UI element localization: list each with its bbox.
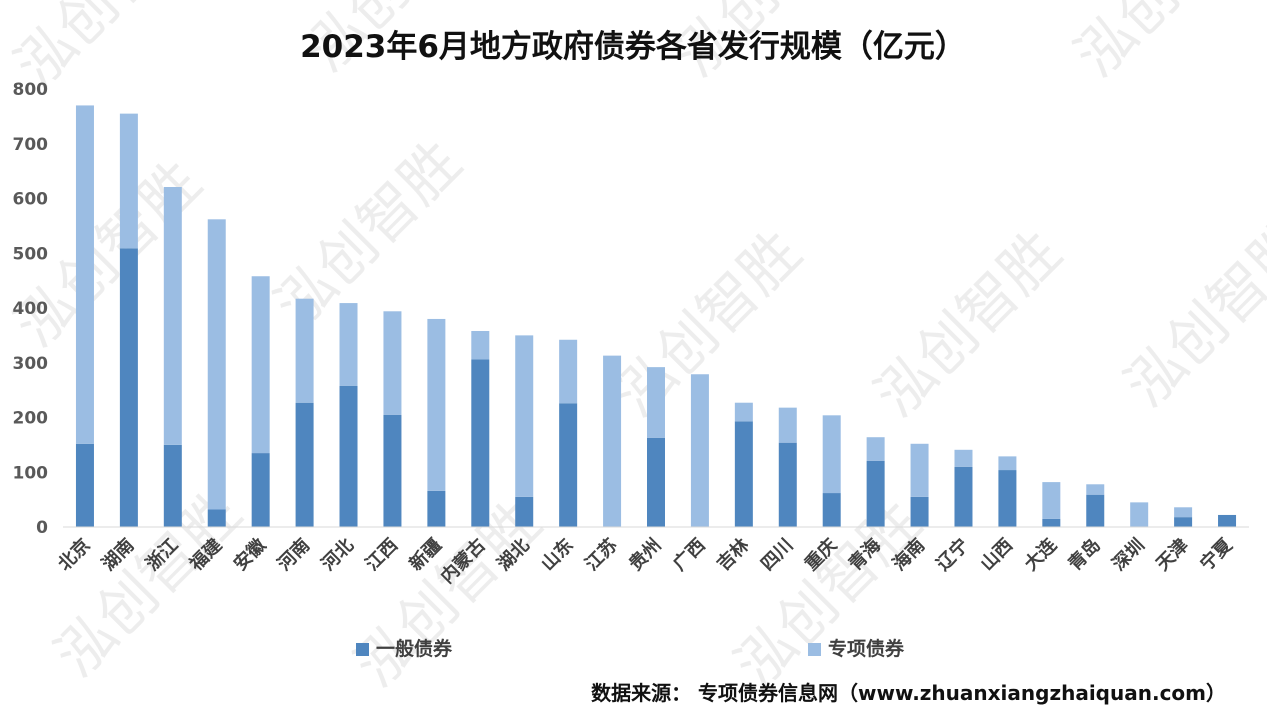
bar-general-bond <box>866 460 885 527</box>
legend-label: 一般债券 <box>376 637 453 660</box>
bars <box>75 105 1237 527</box>
x-tick-label: 深圳 <box>1108 534 1149 575</box>
y-tick-label: 400 <box>13 299 49 319</box>
bar-general-bond <box>251 453 270 527</box>
bar-general-bond <box>339 385 358 527</box>
x-tick-label: 山西 <box>977 535 1017 575</box>
x-tick-label: 天津 <box>1152 534 1193 575</box>
y-tick-label: 700 <box>13 135 49 155</box>
bar-general-bond <box>427 490 446 527</box>
y-tick-label: 600 <box>13 190 49 210</box>
bar-special-bond <box>647 367 665 438</box>
legend: 一般债券 专项债券 <box>356 637 905 660</box>
bar-general-bond <box>207 509 226 527</box>
bar-special-bond <box>734 402 753 422</box>
x-tick-label: 江苏 <box>581 534 622 575</box>
bar-general-bond <box>383 414 402 527</box>
bar-special-bond <box>910 443 929 497</box>
bar-general-bond <box>1218 514 1237 527</box>
bar-general-bond <box>515 496 534 527</box>
x-tick-label: 北京 <box>53 534 94 575</box>
bar-special-bond <box>559 339 578 404</box>
y-tick-label: 500 <box>13 244 49 264</box>
bar-special-bond <box>251 276 270 454</box>
bar-special-bond <box>866 437 885 461</box>
bar-special-bond <box>1130 502 1149 527</box>
bar-special-bond <box>515 335 534 497</box>
bar-special-bond <box>471 330 490 360</box>
y-axis: 0 100 200 300 400 500 600 700 800 <box>13 80 49 538</box>
x-tick-label: 吉林 <box>712 534 753 575</box>
bar-general-bond <box>734 421 753 527</box>
bar-special-bond <box>822 415 841 494</box>
legend-swatch <box>808 643 821 656</box>
bar-general-bond <box>471 359 490 527</box>
x-tick-label: 贵州 <box>625 535 665 575</box>
bar-special-bond <box>163 187 182 445</box>
watermark-text: 泓创智胜 <box>262 128 474 340</box>
watermark-text: 泓创智胜 <box>862 218 1074 430</box>
bar-special-bond <box>998 456 1017 471</box>
source-note: 数据来源： 专项债券信息网（www.zhuanxiangzhaiquan.com… <box>591 681 1226 705</box>
bar-general-bond <box>75 443 94 527</box>
x-tick-label: 四川 <box>757 535 797 575</box>
legend-label: 专项债券 <box>828 637 905 660</box>
x-tick-label: 辽宁 <box>932 534 973 575</box>
bar-special-bond <box>119 113 138 249</box>
bar-special-bond <box>207 219 226 510</box>
bar-special-bond <box>1042 482 1061 519</box>
bar-general-bond <box>1174 517 1193 527</box>
bar-general-bond <box>822 493 841 527</box>
bar-general-bond <box>1042 518 1061 527</box>
bar-special-bond <box>954 449 973 467</box>
chart-title: 2023年6月地方政府债券各省发行规模（亿元） <box>300 29 966 65</box>
bar-general-bond <box>1086 494 1105 527</box>
watermark-text: 泓创智胜 <box>1062 0 1267 90</box>
bar-special-bond <box>383 311 402 415</box>
bar-special-bond <box>603 355 622 527</box>
bar-general-bond <box>119 248 138 527</box>
bar-special-bond <box>778 407 797 443</box>
bar-special-bond <box>1174 507 1193 518</box>
x-tick-label: 大连 <box>1020 533 1062 575</box>
bar-general-bond <box>998 470 1017 527</box>
y-tick-label: 0 <box>36 518 48 538</box>
watermark-text: 泓创智胜 <box>1112 208 1267 420</box>
x-tick-label: 河南 <box>273 534 314 575</box>
y-tick-label: 200 <box>13 409 49 429</box>
bar-special-bond <box>75 105 94 444</box>
bar-general-bond <box>559 403 578 527</box>
bar-special-bond <box>339 303 358 386</box>
y-tick-label: 300 <box>13 354 49 374</box>
x-tick-label: 江西 <box>362 535 402 575</box>
x-tick-label: 河北 <box>318 535 358 575</box>
bar-general-bond <box>163 444 182 527</box>
legend-swatch <box>356 643 369 656</box>
bar-general-bond <box>910 496 929 527</box>
bar-special-bond <box>690 374 709 527</box>
bar-special-bond <box>1086 484 1105 495</box>
y-tick-label: 100 <box>13 463 49 483</box>
bar-special-bond <box>427 318 446 491</box>
x-tick-label: 青岛 <box>1064 534 1105 575</box>
bar-general-bond <box>778 442 797 527</box>
y-tick-label: 800 <box>13 80 49 100</box>
x-tick-label: 宁夏 <box>1196 533 1238 575</box>
bar-general-bond <box>647 437 665 527</box>
bar-special-bond <box>295 298 314 403</box>
x-tick-label: 广西 <box>668 534 709 575</box>
bar-general-bond <box>954 466 973 527</box>
bar-general-bond <box>295 402 314 527</box>
